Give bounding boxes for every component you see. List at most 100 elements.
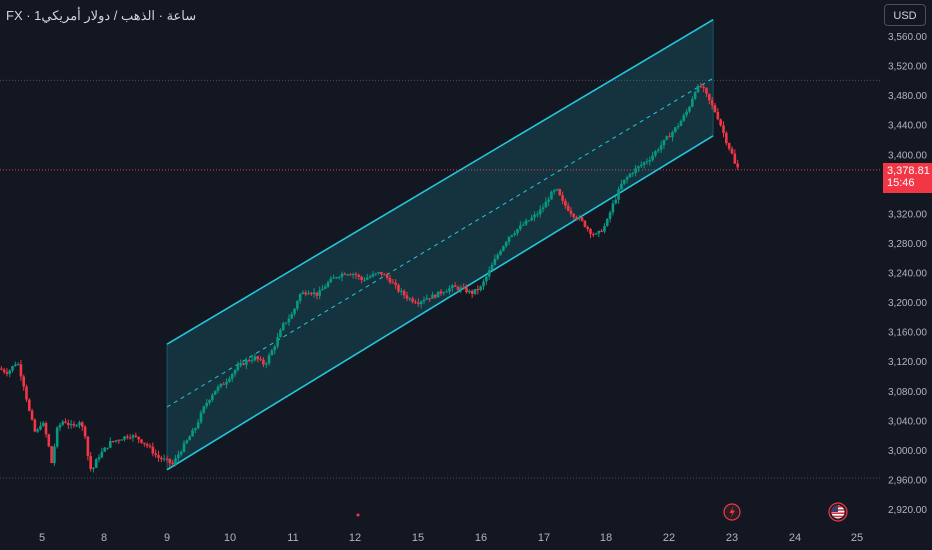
candle-body <box>165 458 169 460</box>
candle-body <box>371 274 375 277</box>
candle-body <box>425 298 429 300</box>
candle-body <box>27 399 31 411</box>
candle-body <box>391 282 395 284</box>
candle-body <box>499 250 502 255</box>
candle-body <box>162 458 166 460</box>
candle-body <box>722 125 725 133</box>
candle-body <box>213 390 217 395</box>
candle-body <box>72 424 76 426</box>
candle-body <box>671 131 674 138</box>
candle-body <box>117 440 121 442</box>
regression-channel[interactable] <box>166 19 714 471</box>
candle-body <box>363 279 366 281</box>
candle-body <box>564 200 567 206</box>
date-tick-label: 25 <box>851 532 863 544</box>
candle-body <box>211 394 214 400</box>
candle-body <box>343 273 347 275</box>
candle-body <box>75 425 79 427</box>
candle-body <box>86 436 90 457</box>
price-tick-label: 3,000.00 <box>888 446 927 457</box>
candle-body <box>533 214 536 218</box>
candle-body <box>94 459 98 468</box>
candle-body <box>639 164 643 167</box>
candle-body <box>219 383 223 387</box>
candle-body <box>459 287 463 290</box>
channel-lower-line[interactable] <box>166 135 714 471</box>
candle-body <box>665 136 669 140</box>
candle-body <box>230 374 234 379</box>
candle-body <box>394 282 397 285</box>
candle-body <box>106 447 109 449</box>
candle-body <box>493 258 497 265</box>
candle-body <box>304 292 308 295</box>
candle-body <box>47 434 51 447</box>
candle-body <box>453 285 457 287</box>
candle-body <box>137 436 140 440</box>
candle-body <box>123 436 126 440</box>
candle-body <box>682 115 686 121</box>
us-flag-icon[interactable] <box>828 502 848 522</box>
candle-body <box>329 278 333 283</box>
event-dot[interactable] <box>356 513 360 517</box>
currency-button[interactable]: USD <box>884 4 926 26</box>
candle-body <box>160 457 163 460</box>
candle-body <box>92 467 95 469</box>
candle-body <box>253 356 257 361</box>
symbol-title[interactable]: FX · 1ساعة · الذهب / دولار أمريكي <box>6 8 197 23</box>
candle-body <box>611 203 615 213</box>
candle-body <box>516 229 519 234</box>
candle-body <box>44 423 48 435</box>
candle-body <box>145 444 149 446</box>
candle-body <box>247 359 251 361</box>
candle-body <box>2 369 6 372</box>
candle-body <box>622 179 626 184</box>
candle-body <box>603 225 606 232</box>
candle-body <box>569 210 573 214</box>
candle-body <box>614 199 618 204</box>
candle-body <box>309 293 313 295</box>
candle-body <box>442 292 446 294</box>
candle-body <box>448 288 451 292</box>
candle-body <box>332 277 335 279</box>
candle-body <box>482 281 485 287</box>
candle-body <box>228 378 231 382</box>
candle-body <box>504 241 508 247</box>
candle-body <box>120 439 123 441</box>
candle-body <box>651 155 654 160</box>
candle-body <box>208 399 211 403</box>
candle-body <box>312 292 316 294</box>
lightning-icon[interactable] <box>723 503 741 521</box>
channel-mid-line[interactable] <box>166 77 714 408</box>
candle-body <box>349 274 352 276</box>
candle-body <box>78 422 81 426</box>
candle-body <box>397 284 400 292</box>
candle-body <box>702 86 705 88</box>
candle-body <box>385 274 389 278</box>
candle-body <box>597 230 601 234</box>
candle-body <box>335 277 338 279</box>
candle-body <box>634 168 637 174</box>
price-tick-label: 3,240.00 <box>888 269 927 280</box>
candle-body <box>713 105 717 112</box>
candle-body <box>154 453 157 456</box>
candle-body <box>507 236 511 242</box>
candle-body <box>473 289 477 294</box>
candle-body <box>405 295 409 299</box>
candle-body <box>580 217 584 221</box>
candle-body <box>674 127 677 132</box>
candle-body <box>575 217 578 219</box>
candle-body <box>524 220 528 225</box>
date-tick-label: 16 <box>475 532 487 544</box>
candle-body <box>583 220 587 227</box>
candle-body <box>419 301 423 305</box>
candle-body <box>97 457 101 460</box>
candle-body <box>259 359 262 361</box>
time-axis[interactable]: 5 8 9 10 11 12 15 16 17 18 22 23 24 25 <box>39 532 863 544</box>
channel-upper-line[interactable] <box>166 19 714 345</box>
candle-body <box>151 446 155 454</box>
candle-body <box>422 299 426 302</box>
price-tick-label: 2,960.00 <box>888 475 927 486</box>
candle-body <box>114 440 118 442</box>
candle-body <box>468 290 471 293</box>
